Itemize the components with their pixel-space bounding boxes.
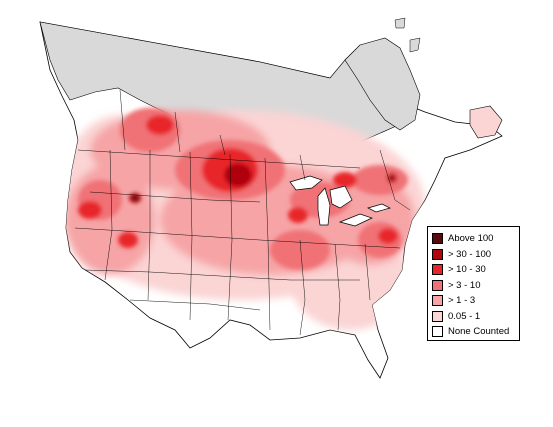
uncounted-labrador	[344, 37, 421, 131]
legend: Above 100 > 30 - 100 > 10 - 30 > 3 - 10 …	[427, 226, 520, 341]
legend-label: None Counted	[448, 326, 510, 338]
islands-northeast	[394, 17, 421, 53]
legend-label: > 10 - 30	[448, 264, 486, 276]
legend-swatch	[432, 295, 443, 307]
political-borders	[74, 89, 411, 336]
legend-swatch	[432, 279, 443, 291]
legend-label: Above 100	[448, 233, 494, 245]
legend-swatch	[432, 310, 443, 322]
great-lakes	[289, 175, 391, 227]
legend-item: > 1 - 3	[432, 293, 519, 309]
legend-label: > 3 - 10	[448, 279, 481, 291]
legend-swatch	[432, 264, 443, 276]
newfoundland	[469, 105, 503, 139]
legend-item: > 3 - 10	[432, 278, 519, 294]
legend-label: > 30 - 100	[448, 248, 492, 260]
legend-item: Above 100	[432, 231, 519, 247]
legend-item: > 10 - 30	[432, 262, 519, 278]
legend-swatch	[432, 248, 443, 260]
legend-swatch	[432, 233, 443, 245]
legend-label: > 1 - 3	[448, 295, 476, 307]
legend-swatch	[432, 326, 443, 338]
legend-label: 0.05 - 1	[448, 310, 481, 322]
legend-item: 0.05 - 1	[432, 309, 519, 325]
legend-item: > 30 - 100	[432, 247, 519, 263]
legend-item: None Counted	[432, 324, 519, 340]
